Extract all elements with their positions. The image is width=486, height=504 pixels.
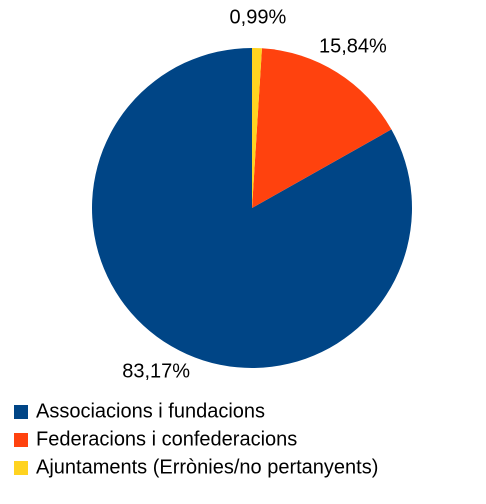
- legend-label: Federacions i confederacions: [36, 428, 297, 450]
- legend-swatch: [14, 461, 28, 475]
- data-label: 83,17%: [122, 360, 190, 382]
- pie-slice: [252, 48, 392, 208]
- legend-swatch: [14, 405, 28, 419]
- legend-label: Associacions i fundacions: [36, 400, 265, 422]
- data-label: 0,99%: [230, 6, 287, 28]
- legend-label: Ajuntaments (Errònies/no pertanyents): [36, 456, 378, 478]
- data-label: 15,84%: [319, 35, 387, 57]
- legend-swatch: [14, 433, 28, 447]
- pie-slice: [92, 48, 413, 368]
- pie-slice: [252, 48, 262, 208]
